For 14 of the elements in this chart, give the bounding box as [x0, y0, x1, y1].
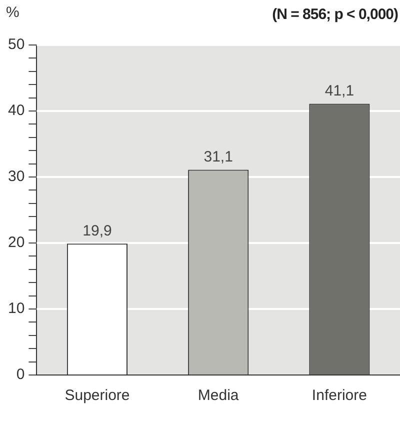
y-tick-label: 10: [8, 300, 25, 318]
y-tick-label: 20: [8, 234, 25, 252]
x-tick-label: Media: [198, 387, 240, 404]
x-tick-label: Inferiore: [312, 387, 367, 404]
data-label: 41,1: [324, 82, 354, 100]
y-tick-label: 30: [8, 168, 25, 186]
y-tick-label: 0: [16, 366, 25, 384]
data-label: 31,1: [204, 148, 233, 166]
data-label: 19,9: [82, 222, 112, 240]
y-axis-title: %: [6, 4, 20, 21]
chart-title: (N = 856; p < 0,000): [272, 6, 398, 23]
x-tick-label: Superiore: [64, 387, 130, 404]
y-tick-label: 50: [8, 36, 25, 54]
y-tick-label: 40: [8, 102, 25, 120]
